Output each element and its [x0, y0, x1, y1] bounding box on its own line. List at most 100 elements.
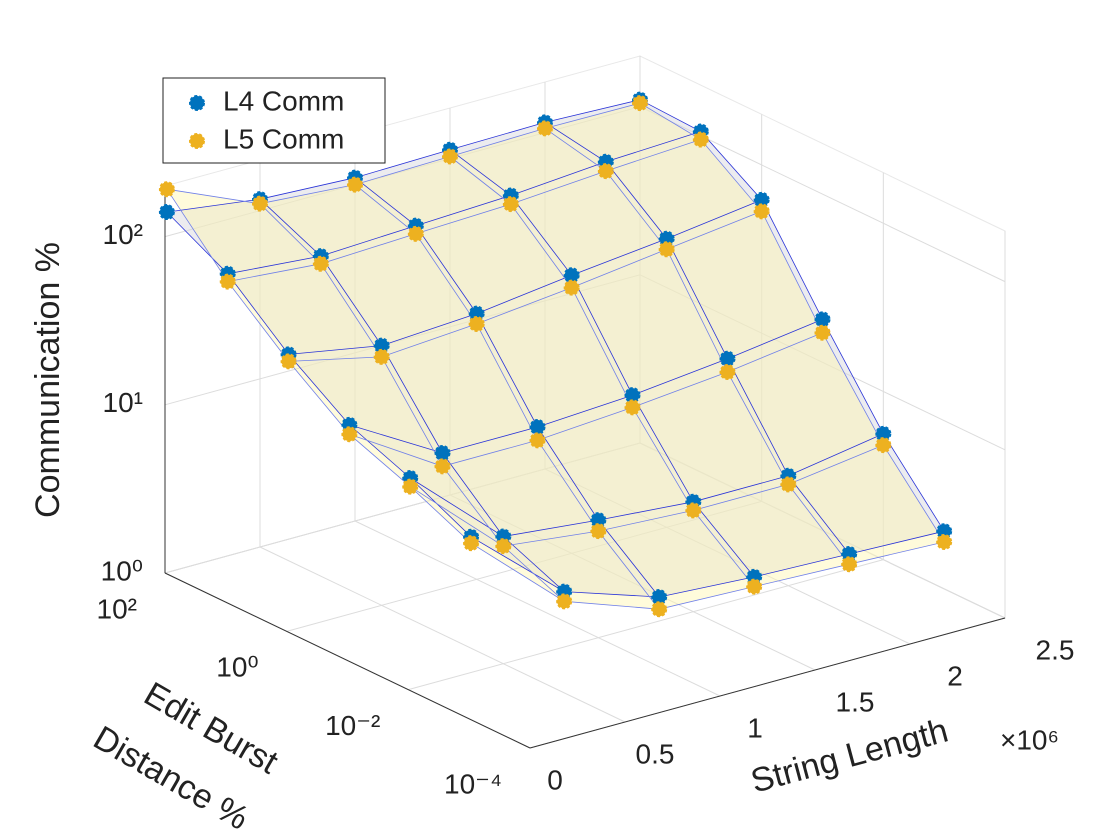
- data-point: [312, 255, 329, 272]
- surface-patch: [545, 99, 701, 162]
- data-point: [468, 315, 485, 332]
- surface-patch: [476, 275, 633, 427]
- data-point: [632, 95, 648, 112]
- surface-patch: [598, 501, 755, 597]
- surface-patch: [320, 225, 477, 346]
- z-tick-label: 10²: [103, 219, 143, 250]
- data-point: [252, 195, 268, 212]
- surface-patch: [355, 156, 511, 234]
- grid-line: [639, 274, 1006, 451]
- x-tick-label: 0: [547, 764, 563, 795]
- mesh-line: [288, 210, 762, 362]
- surface-patch: [349, 434, 504, 547]
- mesh-line: [349, 332, 823, 467]
- surface-patch: [227, 256, 382, 355]
- surface-patch: [727, 332, 884, 485]
- surface-patch: [450, 128, 606, 205]
- y-tick-label: 10⁻²: [325, 710, 380, 741]
- grid-line: [164, 442, 641, 574]
- grid-line: [354, 520, 721, 697]
- legend-label: L5 Comm: [223, 123, 344, 154]
- surface-patch: [537, 407, 694, 532]
- mesh-line: [449, 149, 755, 578]
- axis-line: [529, 617, 1006, 749]
- grid-line: [259, 546, 626, 723]
- mesh-line: [349, 319, 823, 454]
- legend-box: [162, 77, 386, 164]
- data-point: [692, 131, 709, 148]
- grid-line: [408, 559, 884, 691]
- grid-line: [164, 106, 641, 238]
- data-point: [407, 225, 424, 242]
- surface-patch: [666, 211, 823, 372]
- surface-patch: [605, 139, 762, 250]
- y-tick-label: 10²: [97, 593, 137, 624]
- plot-area: [158, 91, 953, 618]
- surface-patch: [442, 427, 599, 537]
- x-axis-label: String Length: [747, 712, 952, 801]
- surface-patch: [415, 195, 572, 314]
- surface-patch: [288, 345, 443, 453]
- surface-patch: [415, 204, 572, 324]
- grid-line: [544, 468, 911, 645]
- surface-patch: [571, 249, 728, 408]
- surface-patch: [349, 424, 504, 537]
- grid-line: [639, 442, 1006, 619]
- grid-line: [164, 274, 641, 406]
- mesh-line: [470, 541, 945, 610]
- data-point: [936, 533, 953, 550]
- mesh-line: [166, 188, 472, 544]
- data-point: [597, 163, 614, 180]
- data-point: [442, 148, 458, 165]
- surface-patch: [693, 484, 850, 587]
- mesh-line: [227, 139, 701, 282]
- mesh-line: [470, 530, 945, 598]
- surface-patch: [788, 445, 945, 565]
- surface-patch: [355, 149, 511, 226]
- mesh-line: [259, 203, 565, 602]
- mesh-line: [409, 433, 884, 537]
- legend: L4 Comm L5 Comm: [162, 77, 386, 164]
- data-point: [590, 523, 607, 540]
- data-point: [502, 196, 519, 213]
- data-point: [434, 444, 451, 461]
- mesh-line: [409, 444, 884, 547]
- z-tick-label: 10⁰: [101, 555, 143, 586]
- surface-patch: [320, 233, 477, 357]
- surface-patch: [503, 531, 660, 610]
- surface-patch: [381, 313, 538, 453]
- data-point: [495, 538, 512, 555]
- data-point: [780, 476, 797, 493]
- surface-patch: [450, 122, 606, 196]
- x-tick-label: 1.5: [836, 686, 875, 717]
- mesh-line: [639, 99, 945, 532]
- data-point: [841, 556, 858, 573]
- data-point: [529, 418, 546, 435]
- surface-patch: [381, 323, 538, 467]
- x-tick-label: 2.5: [1036, 634, 1075, 665]
- data-point: [651, 601, 668, 618]
- surface-patch: [442, 440, 599, 547]
- data-point: [719, 350, 736, 367]
- surface-patch: [571, 238, 728, 396]
- surface-patch: [598, 510, 755, 610]
- data-point: [753, 203, 770, 220]
- z-axis-label: Communication %: [29, 242, 67, 518]
- surface-patch: [788, 433, 945, 554]
- mesh-line: [544, 128, 850, 565]
- y-tick-label: 10⁰: [216, 652, 258, 683]
- mesh-line: [288, 199, 762, 355]
- surface-patch: [503, 520, 660, 597]
- legend-marker: [189, 95, 205, 111]
- surface-patch: [260, 177, 416, 257]
- x-multiplier: ×10⁶: [1000, 724, 1059, 755]
- surface-patch: [288, 356, 443, 467]
- surface-patch: [693, 475, 850, 577]
- legend-label: L4 Comm: [223, 85, 344, 116]
- mesh-line: [449, 156, 755, 587]
- grid-line: [286, 500, 762, 632]
- data-point: [341, 426, 358, 443]
- grid-line: [449, 494, 816, 671]
- data-point: [814, 324, 831, 341]
